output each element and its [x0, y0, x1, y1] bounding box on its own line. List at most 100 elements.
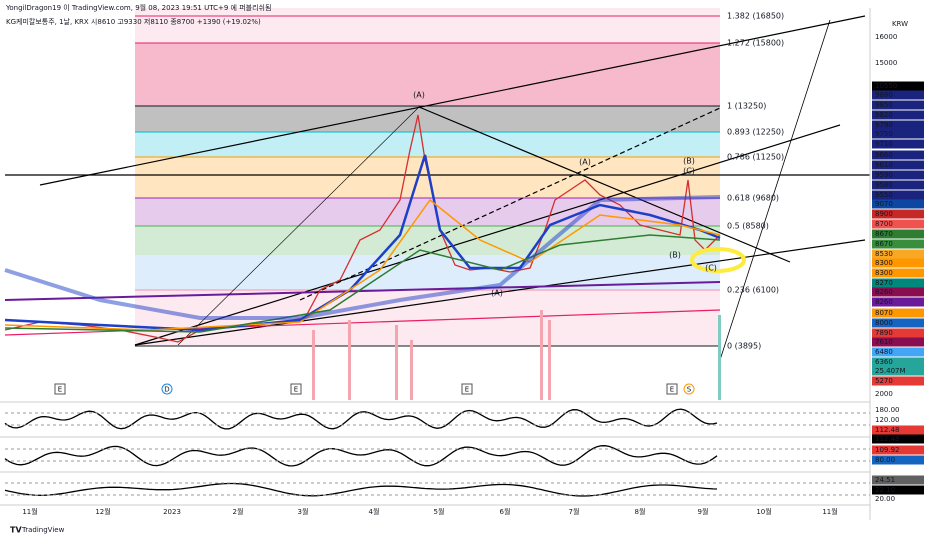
highlight: [690, 247, 746, 273]
axis-label: 9820: [875, 111, 893, 119]
axis-label: 109.92: [875, 446, 900, 454]
price-tag: [872, 150, 924, 160]
axis-label: 9750: [875, 130, 893, 138]
fib-zone: [135, 43, 720, 106]
price-tag: [872, 100, 924, 110]
event-label: S: [687, 386, 692, 394]
footer-logo: 𝗧𝗩: [10, 526, 22, 535]
price-tag: [872, 258, 924, 268]
price-tag: [872, 219, 924, 229]
axis-label: 9850: [875, 101, 893, 109]
axis-label: 9710: [875, 140, 893, 148]
time-label: 9월: [698, 507, 709, 516]
price-tag: [872, 475, 924, 485]
fib-zone: [135, 106, 720, 132]
oscillator: [4, 445, 718, 467]
price-tag: [872, 434, 924, 444]
axis-label: 8300: [875, 269, 893, 277]
price-tag: [872, 139, 924, 149]
axis-label: 7610: [875, 338, 893, 346]
wave-label: (C): [705, 264, 717, 273]
axis-label: 16000: [875, 33, 897, 41]
axis-label: 180.00: [875, 406, 900, 414]
price-tag: [872, 287, 924, 297]
price-tag: [872, 170, 924, 180]
wave-label: (C): [683, 167, 695, 176]
price-tag: [872, 308, 924, 318]
price-tag: [872, 190, 924, 200]
axis-label: 9070: [875, 200, 893, 208]
oscillator: [4, 482, 718, 497]
time-label: 3월: [298, 507, 309, 516]
price-tag: [872, 278, 924, 288]
axis-label: 24.51: [875, 476, 895, 484]
event-marker: [161, 383, 173, 395]
price-tag: [872, 160, 924, 170]
price-tag: [872, 129, 924, 139]
fib-zones: [135, 8, 720, 347]
price-tag: [872, 297, 924, 307]
wave-label: (B): [683, 157, 695, 166]
time-label: 5월: [434, 507, 445, 516]
axis-label: 9610: [875, 161, 893, 169]
price-tag: [872, 180, 924, 190]
axis-label: 120.00: [875, 416, 900, 424]
axis-label: 9880: [875, 91, 893, 99]
wave-label: (B): [669, 251, 681, 260]
fib-label: 0.893 (12250): [727, 128, 784, 137]
price-tag: [872, 337, 924, 347]
axis-label: 6360: [875, 358, 893, 366]
time-label: 6월: [500, 507, 511, 516]
price-tag: [872, 209, 924, 219]
event-label: E: [58, 386, 62, 394]
price-tag: [872, 90, 924, 100]
price-tag: [872, 249, 924, 259]
fib-label: 0 (3895): [727, 342, 761, 351]
axis-label: 8670: [875, 240, 893, 248]
axis-label: 8900: [875, 210, 893, 218]
time-label: 11월: [22, 507, 37, 516]
symbol-line: KG케미칼보통주, 1날, KRX 시8610 고9330 저8110 종870…: [6, 17, 261, 26]
price-tag: [872, 239, 924, 249]
pane-separators: [0, 8, 871, 520]
fib-zone: [135, 226, 720, 255]
price-tag: [872, 199, 924, 209]
axis-label: 8260: [875, 298, 893, 306]
time-label: 10월: [756, 507, 771, 516]
axis-label: 6480: [875, 348, 893, 356]
event-marker: [54, 383, 66, 395]
axis-label: 112.48: [875, 435, 900, 443]
time-label: 2023: [163, 508, 181, 516]
fib-zone: [135, 8, 720, 43]
axis-label: 22.10: [875, 486, 895, 494]
wave-label: (A): [413, 91, 425, 100]
event-marker: [290, 383, 302, 395]
axis-label: 9660: [875, 151, 893, 159]
event-marker: [666, 383, 678, 395]
time-label: 12월: [95, 507, 110, 516]
axis-label: 5270: [875, 377, 893, 385]
price-tag: [872, 229, 924, 239]
axis-label: 10550: [875, 82, 897, 90]
ribbon: [4, 195, 721, 320]
price-tag: [872, 347, 924, 357]
moving-average: [4, 234, 721, 333]
price-tag: [872, 445, 924, 455]
moving-average: [4, 198, 721, 331]
price-tag: [872, 366, 924, 376]
axis-label: 80.00: [875, 456, 895, 464]
event-marker: [461, 383, 473, 395]
event-label: E: [294, 386, 298, 394]
volume: [312, 310, 721, 400]
fib-label: 1.382 (16850): [727, 12, 784, 21]
fib-label: 0.236 (6100): [727, 286, 779, 295]
currency: KRW: [892, 20, 908, 28]
axis-label: 9550: [875, 191, 893, 199]
axis-label: 25.407M: [875, 367, 906, 375]
event-marker: [683, 383, 695, 395]
price-tag: [872, 425, 924, 435]
axis-label: 8000: [875, 319, 893, 327]
fib-label: 0.786 (11250): [727, 153, 784, 162]
fib-label: 0.618 (9680): [727, 194, 779, 203]
